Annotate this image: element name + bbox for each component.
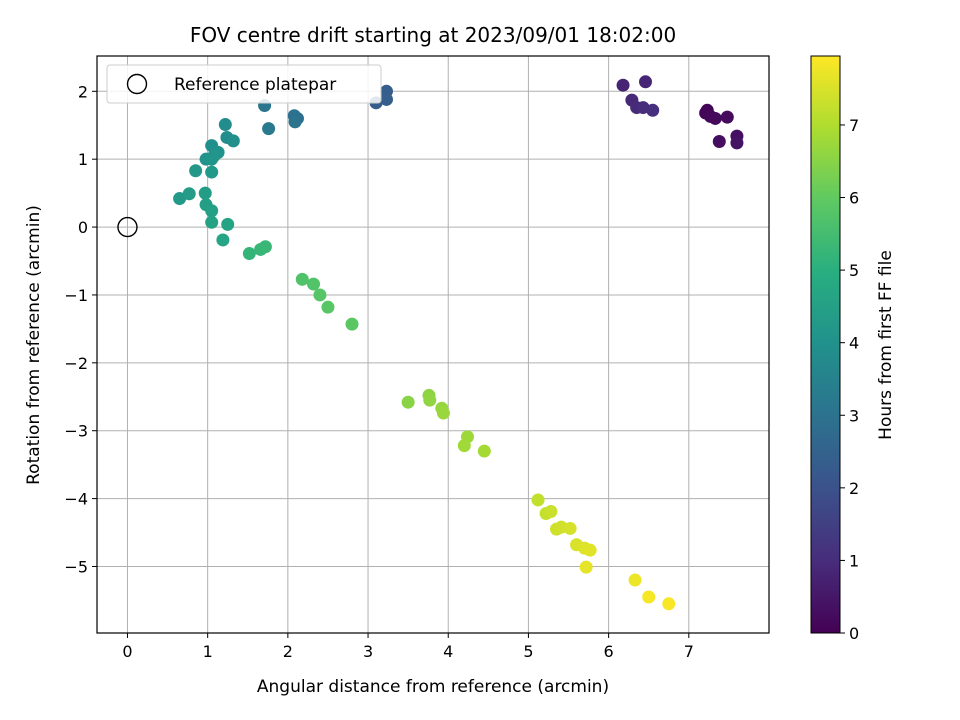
colorbar-tick-label: 0	[849, 624, 859, 643]
legend-box	[106, 64, 382, 104]
x-tick-label: 0	[122, 642, 132, 661]
colorbar-tick-label: 5	[849, 261, 859, 280]
reference-marker-layer	[117, 216, 138, 238]
data-point	[579, 560, 593, 574]
data-point	[720, 110, 734, 124]
data-point	[730, 136, 744, 150]
data-point	[563, 521, 577, 535]
data-point	[205, 204, 219, 218]
data-point	[646, 103, 660, 117]
x-axis-label: Angular distance from reference (arcmin)	[257, 677, 609, 697]
data-point	[583, 543, 597, 557]
data-point	[198, 186, 212, 200]
colorbar-label: Hours from first FF file	[876, 250, 896, 440]
data-point	[307, 277, 321, 291]
data-point	[642, 590, 656, 604]
colorbar: 0 1 2 3 4 5 6 7 Hours from first FF file	[810, 55, 896, 643]
x-tick-label: 2	[283, 642, 293, 661]
y-axis-ticks: 2 1 0 −1 −2 −3 −4 −5	[64, 82, 97, 576]
data-point	[173, 192, 187, 206]
y-axis-label: Rotation from reference (arcmin)	[24, 205, 44, 485]
x-axis-ticks: 0 1 2 3 4 5 6 7	[122, 633, 694, 661]
y-tick-label: −5	[64, 557, 88, 576]
chart-title: FOV centre drift starting at 2023/09/01 …	[190, 23, 676, 47]
y-tick-label: −1	[64, 286, 88, 305]
data-point	[628, 573, 642, 587]
data-point	[295, 272, 309, 286]
x-tick-label: 4	[443, 642, 453, 661]
data-point	[639, 75, 653, 89]
colorbar-tick-label: 6	[849, 189, 859, 208]
data-point	[531, 493, 545, 507]
data-point	[321, 300, 335, 314]
legend-entry-reference: Reference platepar	[174, 75, 336, 95]
legend-reference-marker-icon	[126, 73, 148, 95]
data-point	[221, 217, 235, 231]
data-point	[258, 240, 272, 254]
data-point	[712, 135, 726, 149]
reference-platepar-marker	[117, 216, 138, 238]
data-point	[205, 165, 219, 179]
data-point	[242, 247, 256, 261]
x-tick-label: 3	[363, 642, 373, 661]
data-point	[662, 597, 676, 611]
colorbar-tick-label: 4	[849, 334, 859, 353]
y-tick-label: −2	[64, 354, 88, 373]
x-tick-label: 7	[684, 642, 694, 661]
colorbar-tick-label: 1	[849, 551, 859, 570]
data-point	[345, 317, 359, 331]
data-point	[477, 444, 491, 458]
data-point	[401, 395, 415, 409]
data-point	[423, 393, 437, 407]
colorbar-gradient	[810, 55, 841, 634]
data-point	[313, 288, 327, 302]
colorbar-tick-label: 3	[849, 406, 859, 425]
plot-frame	[96, 55, 770, 634]
data-point	[262, 122, 276, 136]
data-point	[616, 78, 630, 92]
colorbar-ticks: 0 1 2 3 4 5 6 7	[840, 116, 859, 643]
x-tick-label: 1	[203, 642, 213, 661]
colorbar-tick-label: 7	[849, 116, 859, 135]
y-tick-label: −4	[64, 490, 88, 509]
colorbar-tick-label: 2	[849, 479, 859, 498]
x-tick-label: 6	[604, 642, 614, 661]
data-points	[173, 75, 744, 611]
data-point	[379, 92, 393, 106]
data-point	[189, 164, 203, 178]
data-point	[182, 187, 196, 201]
y-tick-label: 0	[78, 218, 88, 237]
x-tick-label: 5	[523, 642, 533, 661]
data-point	[544, 504, 558, 518]
data-point	[218, 118, 232, 132]
y-tick-label: −3	[64, 422, 88, 441]
y-tick-label: 2	[78, 82, 88, 101]
data-point	[226, 134, 240, 148]
data-point	[216, 233, 230, 247]
grid-lines	[97, 56, 769, 633]
data-point	[205, 215, 219, 229]
data-point	[457, 439, 471, 453]
legend: Reference platepar	[106, 64, 382, 104]
data-point	[436, 406, 450, 420]
data-point	[708, 111, 722, 125]
data-point	[288, 115, 302, 129]
y-tick-label: 1	[78, 150, 88, 169]
data-point	[207, 149, 221, 163]
